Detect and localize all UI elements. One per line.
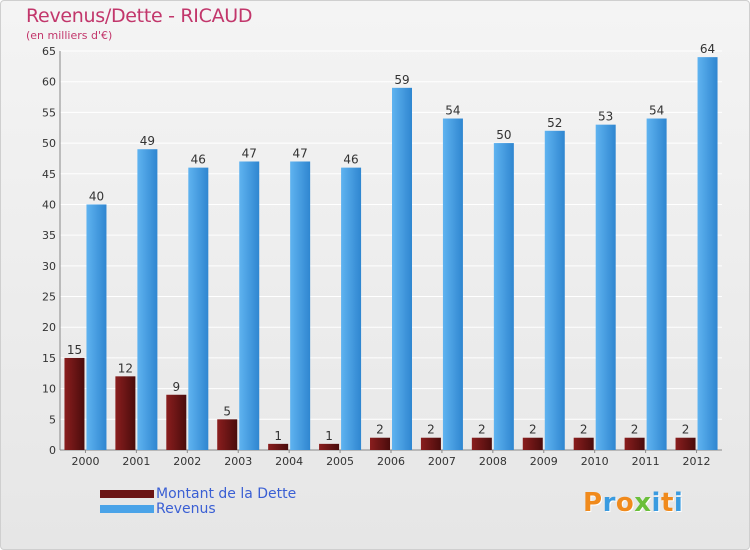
y-tick-label: 25 [42,291,56,304]
x-tick-label: 2000 [71,455,99,468]
proxiti-logo: Proxiti [583,488,683,518]
data-label-dette: 1 [325,429,333,443]
logo-letter: i [673,488,684,518]
x-tick-label: 2005 [326,455,354,468]
x-tick-label: 2003 [224,455,252,468]
y-tick-label: 20 [42,321,56,334]
legend-item-revenus: Revenus [100,500,296,517]
x-tick-label: 2012 [683,455,711,468]
data-label-dette: 2 [529,423,537,437]
y-tick-label: 0 [49,444,56,457]
data-label-revenus: 59 [394,73,409,87]
logo-letter: t [660,488,674,518]
bar-revenus [188,167,209,450]
logo-letter: P [583,488,603,518]
bar-dette [420,437,441,450]
bar-dette [319,443,340,450]
bar-dette [115,376,136,450]
data-label-revenus: 50 [496,128,511,142]
y-tick-label: 50 [42,137,56,150]
bar-dette [217,419,238,450]
logo-letter: r [602,488,616,518]
data-label-dette: 2 [376,423,384,437]
logo-letter: x [634,488,652,518]
data-label-dette: 12 [118,361,133,375]
data-label-dette: 2 [580,423,588,437]
legend-label-revenus: Revenus [156,500,216,517]
x-tick-label: 2006 [377,455,405,468]
data-label-revenus: 40 [89,189,104,203]
data-label-revenus: 54 [445,104,460,118]
bar-dette [166,394,187,450]
bar-revenus [595,124,616,451]
bar-dette [573,437,594,450]
bar-dette [370,437,390,450]
bar-revenus [86,204,107,450]
bar-dette [64,357,85,450]
x-tick-label: 2010 [581,455,609,468]
y-tick-label: 10 [42,383,56,396]
data-label-dette: 2 [631,423,639,437]
bar-dette [471,437,492,450]
x-tick-label: 2007 [428,455,456,468]
data-label-dette: 1 [274,429,282,443]
bar-revenus [341,167,362,450]
data-label-dette: 2 [682,423,690,437]
y-tick-label: 55 [42,106,56,119]
x-tick-label: 2009 [530,455,558,468]
data-label-revenus: 47 [293,146,308,160]
bar-revenus [239,161,260,450]
logo-letter: o [615,488,635,518]
x-tick-label: 2002 [173,455,201,468]
data-label-revenus: 49 [140,134,155,148]
data-label-dette: 2 [478,423,486,437]
y-tick-label: 35 [42,229,56,242]
data-label-dette: 15 [67,343,82,357]
data-label-revenus: 64 [700,42,715,56]
bar-dette [675,437,696,450]
bar-revenus [493,143,514,451]
data-label-dette: 9 [172,380,180,394]
y-tick-label: 60 [42,76,56,89]
data-label-revenus: 54 [649,104,664,118]
x-tick-label: 2001 [122,455,150,468]
x-tick-label: 2004 [275,455,303,468]
bar-revenus [392,87,412,450]
y-tick-label: 65 [42,45,56,58]
bar-dette [268,443,289,450]
legend-item-dette: Montant de la Dette [100,485,297,502]
legend-label-dette: Montant de la Dette [156,485,297,502]
data-label-dette: 5 [223,404,231,418]
legend-swatch-revenus [100,504,154,513]
data-label-revenus: 46 [191,153,206,167]
y-tick-label: 15 [42,352,56,365]
data-label-revenus: 52 [547,116,562,130]
logo-letter: i [651,488,661,518]
legend: Montant de la Dette Revenus [100,485,297,517]
x-tick-label: 2008 [479,455,507,468]
x-tick-label: 2011 [632,455,660,468]
bar-revenus [290,161,311,450]
bar-dette [624,437,645,450]
y-tick-label: 5 [49,413,56,426]
bar-revenus [544,130,565,451]
bar-revenus [646,118,667,451]
y-tick-label: 40 [42,198,56,211]
data-label-revenus: 46 [343,153,358,167]
y-tick-label: 45 [42,168,56,181]
data-label-dette: 2 [427,423,435,437]
bar-revenus [137,149,158,450]
y-tick-label: 30 [42,260,56,273]
bar-revenus [697,57,718,451]
bar-revenus [442,118,463,451]
data-label-revenus: 53 [598,110,613,124]
chart-title: Revenus/Dette - RICAUD [26,5,253,27]
bar-dette [522,437,543,450]
legend-swatch-dette [100,489,154,498]
data-label-revenus: 47 [242,146,257,160]
chart-subtitle: (en milliers d'€) [26,29,113,42]
